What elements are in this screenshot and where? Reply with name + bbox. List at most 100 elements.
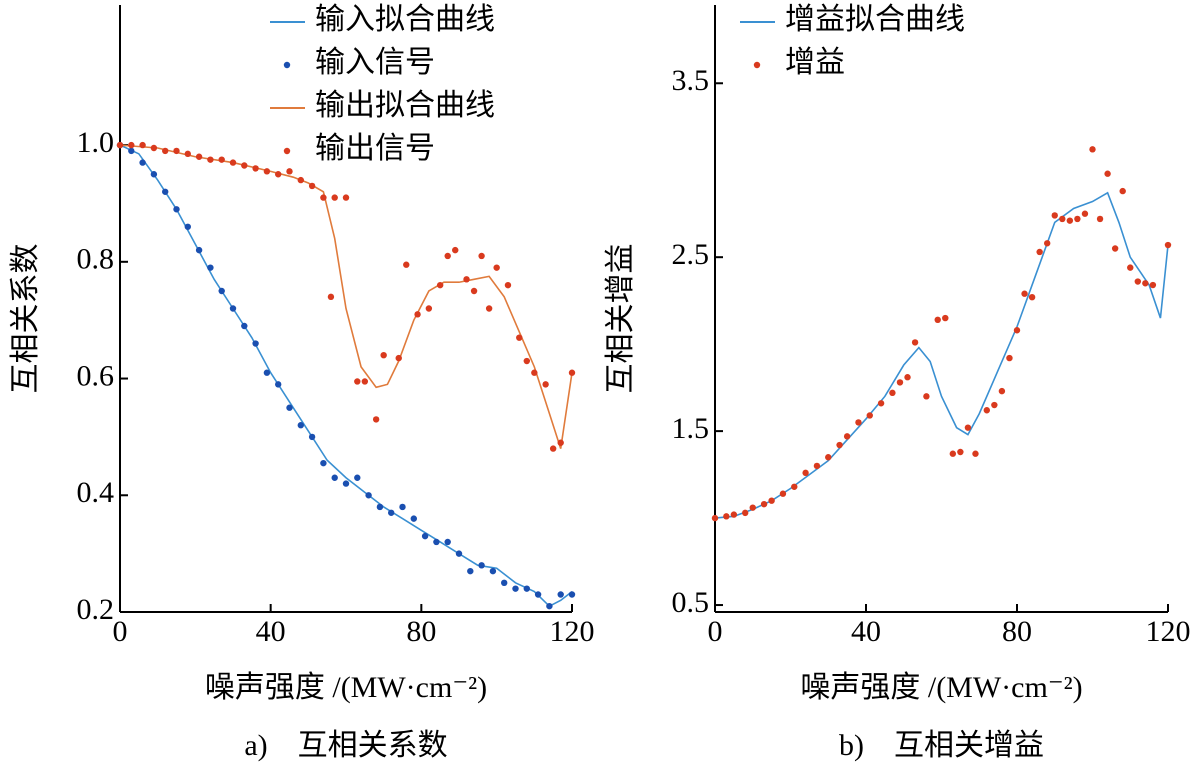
data-point bbox=[478, 562, 485, 569]
data-point bbox=[768, 497, 775, 504]
legend-label: 增益 bbox=[785, 46, 845, 79]
data-point bbox=[802, 469, 809, 477]
data-point bbox=[1036, 248, 1043, 256]
legend-marker bbox=[283, 61, 291, 69]
data-point bbox=[331, 194, 338, 201]
data-point bbox=[504, 281, 512, 289]
data-point bbox=[365, 492, 372, 499]
data-point bbox=[998, 387, 1006, 395]
data-point bbox=[1006, 354, 1013, 362]
legend-label: 输入拟合曲线 bbox=[315, 3, 495, 36]
data-point bbox=[934, 316, 941, 324]
data-point bbox=[184, 150, 191, 158]
y-axis-label: 互相关增益 bbox=[604, 244, 637, 394]
data-point bbox=[252, 165, 259, 172]
legend-label: 增益拟合曲线 bbox=[785, 3, 965, 36]
data-point bbox=[523, 357, 530, 365]
data-point bbox=[1127, 264, 1134, 271]
data-point bbox=[791, 483, 798, 490]
data-point bbox=[286, 168, 293, 175]
data-point bbox=[403, 261, 410, 268]
data-point bbox=[1104, 170, 1111, 177]
x-tick-label: 0 bbox=[708, 615, 723, 648]
data-point bbox=[1081, 210, 1089, 217]
y-tick-label: 1.5 bbox=[672, 412, 710, 445]
data-point bbox=[320, 459, 327, 467]
data-point bbox=[501, 579, 508, 587]
data-point bbox=[1096, 215, 1104, 223]
data-point bbox=[275, 381, 282, 388]
legend-label: 输出信号 bbox=[315, 132, 435, 165]
data-point bbox=[485, 305, 493, 312]
fit-curve bbox=[119, 144, 573, 608]
data-point bbox=[207, 156, 214, 163]
data-point bbox=[1111, 245, 1119, 252]
data-point bbox=[414, 311, 421, 318]
data-point bbox=[388, 509, 395, 516]
data-point bbox=[949, 450, 957, 457]
data-point bbox=[1134, 278, 1142, 285]
data-point bbox=[478, 252, 485, 260]
data-point bbox=[964, 424, 972, 431]
data-point bbox=[549, 445, 557, 452]
data-point bbox=[354, 474, 361, 481]
y-tick-label: 0.5 bbox=[672, 586, 710, 619]
data-point bbox=[1013, 327, 1021, 334]
data-point bbox=[1149, 281, 1157, 289]
data-point bbox=[711, 514, 719, 522]
data-point bbox=[263, 168, 271, 175]
data-point bbox=[372, 416, 380, 423]
data-point bbox=[531, 369, 538, 376]
data-point bbox=[889, 389, 896, 397]
data-point bbox=[904, 374, 911, 381]
data-point bbox=[361, 378, 369, 385]
subplot: 0.2 0.4 0.6 0.8 1.0 0 40 80 120 噪声强度 /(MW·cm⁻²) a)… bbox=[9, 3, 595, 762]
y-tick-label: 0.4 bbox=[77, 476, 115, 509]
data-point bbox=[911, 339, 919, 346]
data-point bbox=[957, 448, 964, 456]
data-point bbox=[421, 532, 429, 540]
y-tick-label: 0.6 bbox=[77, 359, 115, 392]
data-point bbox=[516, 334, 523, 341]
y-axis-label: 互相关系数 bbox=[9, 244, 42, 394]
data-point bbox=[470, 287, 478, 295]
data-point bbox=[493, 264, 500, 271]
data-point bbox=[308, 433, 316, 441]
data-point bbox=[843, 433, 851, 440]
x-tick-label: 40 bbox=[851, 615, 881, 648]
caption: a) 互相关系数 bbox=[244, 729, 447, 762]
data-point bbox=[455, 550, 463, 557]
data-point bbox=[297, 176, 304, 184]
data-point bbox=[742, 509, 749, 517]
x-tick-label: 120 bbox=[1146, 615, 1191, 648]
data-point bbox=[116, 141, 124, 149]
data-point bbox=[557, 591, 564, 598]
data-point bbox=[546, 602, 553, 610]
data-point bbox=[972, 450, 979, 457]
data-point bbox=[195, 246, 203, 254]
data-point bbox=[275, 171, 282, 178]
data-point bbox=[723, 513, 730, 520]
data-point bbox=[983, 407, 990, 414]
data-point bbox=[425, 305, 433, 312]
data-point bbox=[1021, 290, 1028, 297]
legend-marker bbox=[753, 61, 761, 69]
x-tick-label: 80 bbox=[406, 615, 436, 648]
data-point bbox=[308, 182, 316, 190]
data-point bbox=[534, 591, 542, 598]
data-point bbox=[1164, 241, 1172, 249]
data-point bbox=[557, 439, 564, 446]
data-point bbox=[263, 369, 271, 376]
y-tick-label: 0.2 bbox=[77, 593, 115, 626]
data-point bbox=[825, 454, 832, 461]
data-point bbox=[942, 314, 949, 322]
data-point bbox=[836, 441, 843, 449]
data-point bbox=[162, 188, 169, 195]
data-point bbox=[342, 480, 350, 487]
data-point bbox=[1066, 217, 1074, 224]
data-point bbox=[1028, 293, 1036, 301]
data-point bbox=[452, 246, 459, 254]
data-point bbox=[1089, 146, 1096, 153]
data-point bbox=[380, 351, 387, 359]
data-point bbox=[218, 287, 225, 295]
